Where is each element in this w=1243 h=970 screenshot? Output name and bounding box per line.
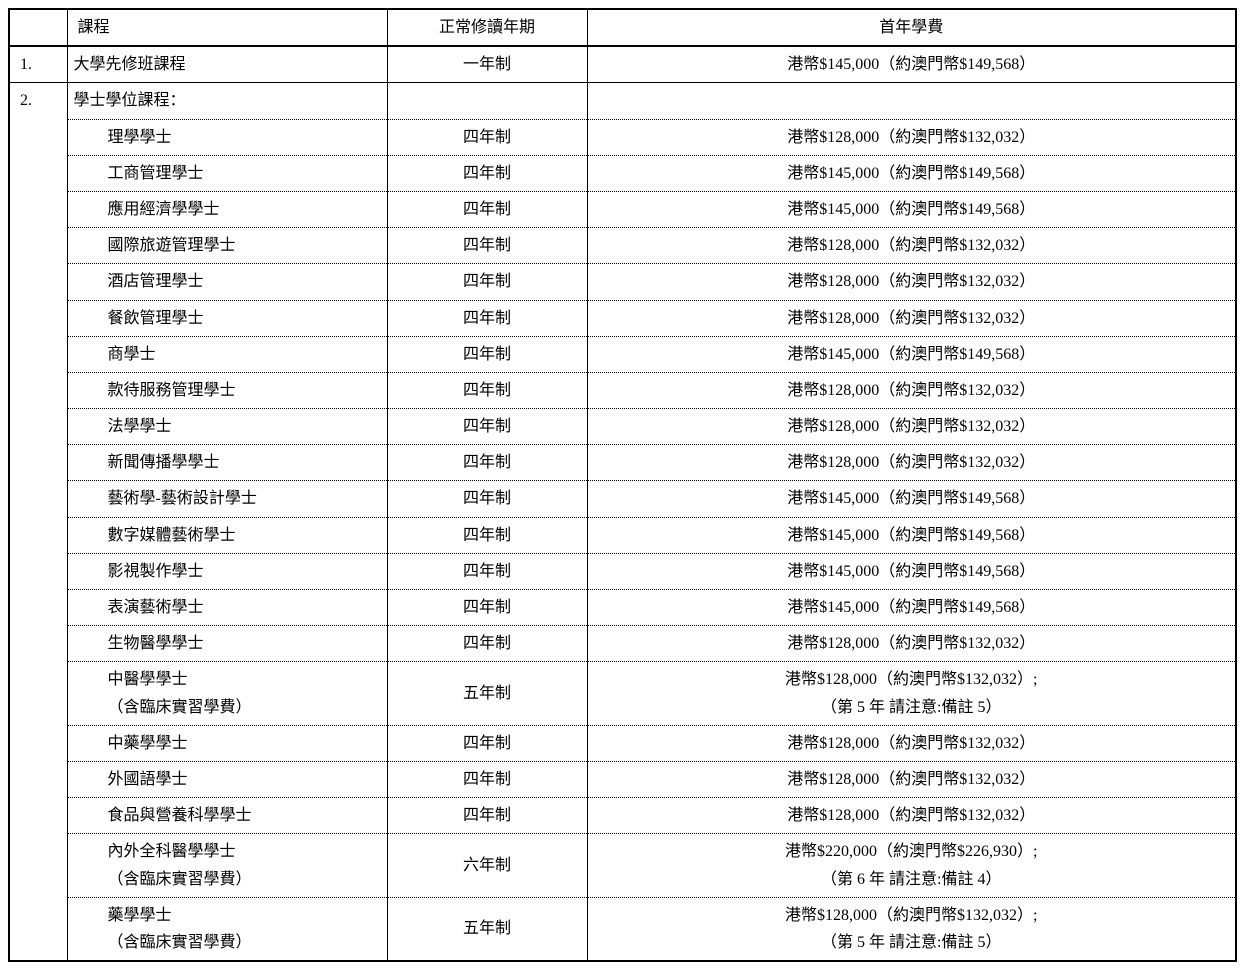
program-duration: 四年制	[387, 553, 587, 589]
section-title: 學士學位課程：	[67, 83, 387, 119]
program-duration: 四年制	[387, 155, 587, 191]
program-duration: 四年制	[387, 119, 587, 155]
program-fee: 港幣$128,000（約澳門幣$132,032）;（第 5 年 請注意:備註 5…	[587, 897, 1236, 961]
program-duration: 四年制	[387, 372, 587, 408]
program-name: 應用經濟學學士	[67, 191, 387, 227]
program-fee: 港幣$128,000（約澳門幣$132,032）	[587, 761, 1236, 797]
program-duration: 四年制	[387, 228, 587, 264]
program-fee: 港幣$128,000（約澳門幣$132,032）	[587, 445, 1236, 481]
program-name: 酒店管理學士	[67, 264, 387, 300]
program-name: 食品與營養科學學士	[67, 798, 387, 834]
section-index: 1.	[9, 46, 67, 83]
program-name: 法學學士	[67, 409, 387, 445]
program-name: 國際旅遊管理學士	[67, 228, 387, 264]
program-fee: 港幣$145,000（約澳門幣$149,568）	[587, 553, 1236, 589]
row-index-empty	[9, 155, 67, 191]
row-index-empty	[9, 897, 67, 961]
program-name: 理學學士	[67, 119, 387, 155]
section-fee	[587, 83, 1236, 119]
program-duration: 四年制	[387, 725, 587, 761]
program-duration: 四年制	[387, 481, 587, 517]
header-index	[9, 9, 67, 46]
program-duration: 四年制	[387, 191, 587, 227]
program-duration: 四年制	[387, 626, 587, 662]
program-name: 中藥學學士	[67, 725, 387, 761]
table-body: 1.大學先修班課程一年制港幣$145,000（約澳門幣$149,568）2.學士…	[9, 46, 1236, 961]
program-duration: 四年制	[387, 761, 587, 797]
row-index-empty	[9, 725, 67, 761]
table-header: 課程 正常修讀年期 首年學費	[9, 9, 1236, 46]
program-name: 內外全科醫學學士（含臨床實習學費）	[67, 834, 387, 897]
program-fee: 港幣$128,000（約澳門幣$132,032）	[587, 725, 1236, 761]
header-fee: 首年學費	[587, 9, 1236, 46]
row-index-empty	[9, 191, 67, 227]
section-fee: 港幣$145,000（約澳門幣$149,568）	[587, 46, 1236, 83]
program-fee: 港幣$145,000（約澳門幣$149,568）	[587, 481, 1236, 517]
program-name: 商學士	[67, 336, 387, 372]
section-duration	[387, 83, 587, 119]
tuition-table: 課程 正常修讀年期 首年學費 1.大學先修班課程一年制港幣$145,000（約澳…	[8, 8, 1237, 962]
program-name: 藥學學士（含臨床實習學費）	[67, 897, 387, 961]
section-index: 2.	[9, 83, 67, 119]
row-index-empty	[9, 409, 67, 445]
row-index-empty	[9, 336, 67, 372]
row-index-empty	[9, 761, 67, 797]
program-fee: 港幣$128,000（約澳門幣$132,032）	[587, 798, 1236, 834]
program-fee: 港幣$145,000（約澳門幣$149,568）	[587, 191, 1236, 227]
program-fee: 港幣$128,000（約澳門幣$132,032）	[587, 228, 1236, 264]
program-fee: 港幣$128,000（約澳門幣$132,032）;（第 5 年 請注意:備註 5…	[587, 662, 1236, 725]
header-duration: 正常修讀年期	[387, 9, 587, 46]
program-name: 款待服務管理學士	[67, 372, 387, 408]
program-duration: 四年制	[387, 300, 587, 336]
program-fee: 港幣$145,000（約澳門幣$149,568）	[587, 590, 1236, 626]
program-name: 表演藝術學士	[67, 590, 387, 626]
program-duration: 四年制	[387, 336, 587, 372]
program-fee: 港幣$128,000（約澳門幣$132,032）	[587, 264, 1236, 300]
program-fee: 港幣$145,000（約澳門幣$149,568）	[587, 517, 1236, 553]
row-index-empty	[9, 517, 67, 553]
program-duration: 四年制	[387, 264, 587, 300]
program-name: 餐飲管理學士	[67, 300, 387, 336]
program-fee: 港幣$128,000（約澳門幣$132,032）	[587, 626, 1236, 662]
program-duration: 四年制	[387, 590, 587, 626]
program-duration: 四年制	[387, 445, 587, 481]
row-index-empty	[9, 264, 67, 300]
program-fee: 港幣$128,000（約澳門幣$132,032）	[587, 119, 1236, 155]
program-duration: 六年制	[387, 834, 587, 897]
program-name: 中醫學學士（含臨床實習學費）	[67, 662, 387, 725]
program-name: 藝術學-藝術設計學士	[67, 481, 387, 517]
row-index-empty	[9, 590, 67, 626]
row-index-empty	[9, 481, 67, 517]
row-index-empty	[9, 445, 67, 481]
row-index-empty	[9, 300, 67, 336]
row-index-empty	[9, 626, 67, 662]
program-fee: 港幣$128,000（約澳門幣$132,032）	[587, 409, 1236, 445]
program-duration: 四年制	[387, 517, 587, 553]
section-title: 大學先修班課程	[67, 46, 387, 83]
program-name: 工商管理學士	[67, 155, 387, 191]
program-fee: 港幣$128,000（約澳門幣$132,032）	[587, 372, 1236, 408]
section-duration: 一年制	[387, 46, 587, 83]
program-fee: 港幣$145,000（約澳門幣$149,568）	[587, 336, 1236, 372]
program-duration: 五年制	[387, 662, 587, 725]
program-name: 數字媒體藝術學士	[67, 517, 387, 553]
program-fee: 港幣$220,000（約澳門幣$226,930）;（第 6 年 請注意:備註 4…	[587, 834, 1236, 897]
program-duration: 四年制	[387, 798, 587, 834]
row-index-empty	[9, 662, 67, 725]
program-name: 生物醫學學士	[67, 626, 387, 662]
program-duration: 四年制	[387, 409, 587, 445]
row-index-empty	[9, 372, 67, 408]
row-index-empty	[9, 834, 67, 897]
header-program: 課程	[67, 9, 387, 46]
program-name: 新聞傳播學學士	[67, 445, 387, 481]
row-index-empty	[9, 228, 67, 264]
program-name: 外國語學士	[67, 761, 387, 797]
row-index-empty	[9, 553, 67, 589]
program-fee: 港幣$128,000（約澳門幣$132,032）	[587, 300, 1236, 336]
program-duration: 五年制	[387, 897, 587, 961]
program-name: 影視製作學士	[67, 553, 387, 589]
row-index-empty	[9, 798, 67, 834]
program-fee: 港幣$145,000（約澳門幣$149,568）	[587, 155, 1236, 191]
row-index-empty	[9, 119, 67, 155]
